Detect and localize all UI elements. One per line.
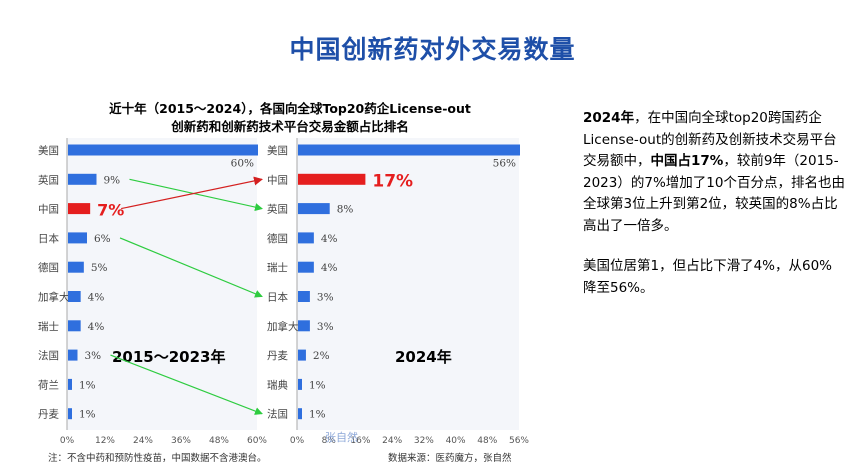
chart-title: 近十年（2015～2024），各国向全球Top20药企License-out 创…	[60, 100, 520, 136]
value-label-德国: 4%	[321, 233, 338, 245]
bar-2015-2023-德国	[68, 261, 84, 273]
x-tick-label: 56%	[509, 436, 529, 446]
value-label-英国: 9%	[104, 174, 121, 186]
value-label-美国: 60%	[231, 158, 254, 170]
x-tick-label: 48%	[477, 436, 497, 446]
bar-2015-2023-荷兰	[68, 378, 72, 390]
value-label-丹麦: 2%	[313, 350, 330, 362]
bar-2024-日本	[298, 291, 310, 302]
chart-title-line-2: 创新药和创新药技术平台交易金额占比排名	[171, 119, 409, 134]
value-label-中国: 17%	[372, 171, 413, 191]
watermark: 张自然	[325, 430, 358, 444]
x-tick-label: 0%	[60, 436, 75, 446]
value-label-日本: 6%	[94, 233, 111, 245]
value-label-荷兰: 1%	[79, 379, 96, 391]
rank-change-arrow-英国	[129, 178, 263, 211]
value-label-英国: 8%	[337, 204, 354, 216]
period-label-2: 2024年	[395, 348, 452, 366]
plot-area-2	[297, 138, 519, 430]
x-tick-label: 12%	[95, 436, 115, 446]
description-paragraph-1: 2024年，在中国向全球top20跨国药企License-out的创新药及创新技…	[583, 108, 845, 237]
bar-2024-德国	[298, 232, 314, 244]
rank-change-arrow-法国	[110, 354, 263, 415]
footnote-right: 数据来源：医药魔方，张自然	[388, 452, 512, 464]
bar-2015-2023-中国	[68, 203, 91, 215]
value-label-加拿大: 4%	[88, 292, 105, 304]
category-label-德国: 德国	[38, 261, 59, 274]
category-label-德国: 德国	[267, 232, 288, 245]
description-paragraph-2: 美国位居第1，但占比下滑了4%，从60%降至56%。	[583, 258, 833, 296]
category-label-瑞士: 瑞士	[267, 261, 288, 274]
period-label-1: 2015～2023年	[112, 348, 226, 366]
category-label-丹麦: 丹麦	[267, 350, 288, 362]
bar-2015-2023-瑞士	[68, 320, 81, 332]
value-label-德国: 5%	[91, 262, 108, 274]
value-label-瑞士: 4%	[88, 321, 105, 333]
category-label-美国: 美国	[267, 144, 288, 157]
x-tick-label: 60%	[247, 436, 267, 446]
category-label-日本: 日本	[267, 291, 288, 304]
value-label-瑞士: 4%	[321, 262, 338, 274]
bar-2015-2023-加拿大	[68, 291, 81, 302]
bar-2015-2023-英国	[68, 173, 97, 185]
category-label-中国: 中国	[267, 173, 288, 186]
bar-2024-瑞典	[298, 378, 302, 390]
value-label-加拿大: 3%	[317, 321, 334, 333]
value-label-法国: 1%	[309, 409, 326, 421]
category-label-加拿大: 加拿大	[38, 291, 70, 304]
x-tick-label: 24%	[382, 436, 402, 446]
description-text: ，较前9年（2015-2023）的7%增加了10个百分点，排名也由全球第3位上升…	[583, 153, 845, 234]
category-label-日本: 日本	[38, 232, 59, 245]
category-label-美国: 美国	[38, 144, 59, 157]
bar-2024-瑞士	[298, 261, 314, 273]
description-highlight: 中国占17%	[650, 153, 724, 169]
category-label-加拿大: 加拿大	[267, 320, 299, 333]
description-panel: 2024年，在中国向全球top20跨国药企License-out的创新药及创新技…	[583, 108, 845, 318]
footnote-left: 注：不含中药和预防性疫苗，中国数据不含港澳台。	[48, 452, 267, 464]
bar-2024-法国	[298, 408, 302, 420]
slide-title: 中国创新药对外交易数量	[289, 35, 576, 64]
chart-title-line-1: 近十年（2015～2024），各国向全球Top20药企License-out	[109, 101, 471, 116]
bar-2015-2023-日本	[68, 232, 87, 244]
x-tick-label: 40%	[446, 436, 466, 446]
bar-2015-2023-丹麦	[68, 408, 72, 420]
bar-2024-中国	[298, 173, 366, 185]
x-tick-label: 48%	[209, 436, 229, 446]
category-label-丹麦: 丹麦	[38, 409, 59, 421]
value-label-中国: 7%	[97, 201, 124, 220]
bar-2015-2023-法国	[68, 349, 78, 361]
bar-2015-2023-美国	[68, 144, 258, 156]
x-tick-label: 8%	[322, 436, 337, 446]
x-tick-label: 16%	[350, 436, 370, 446]
bar-2024-加拿大	[298, 320, 310, 332]
x-tick-label: 24%	[133, 436, 153, 446]
value-label-丹麦: 1%	[79, 409, 96, 421]
category-label-中国: 中国	[38, 203, 59, 216]
x-tick-label: 0%	[290, 436, 305, 446]
bar-2024-丹麦	[298, 349, 306, 361]
bar-2024-美国	[298, 144, 520, 156]
category-label-法国: 法国	[38, 349, 59, 362]
category-label-英国: 英国	[267, 203, 288, 216]
bar-2024-英国	[298, 203, 330, 215]
rank-change-arrow-中国	[121, 176, 263, 210]
rank-change-arrow-日本	[119, 237, 263, 298]
category-label-法国: 法国	[267, 408, 288, 421]
category-label-瑞士: 瑞士	[38, 320, 59, 333]
description-text: ，在中国向全球top20跨国药企License-out的创新药及创新技术交易平台…	[583, 110, 837, 169]
category-label-英国: 英国	[38, 173, 59, 186]
value-label-瑞典: 1%	[309, 379, 326, 391]
x-tick-label: 32%	[414, 436, 434, 446]
description-highlight: 2024年	[583, 110, 635, 126]
category-label-荷兰: 荷兰	[38, 378, 59, 391]
category-label-瑞典: 瑞典	[267, 378, 288, 391]
value-label-日本: 3%	[317, 292, 334, 304]
value-label-美国: 56%	[493, 158, 516, 170]
x-tick-label: 36%	[171, 436, 191, 446]
value-label-法国: 3%	[85, 350, 102, 362]
